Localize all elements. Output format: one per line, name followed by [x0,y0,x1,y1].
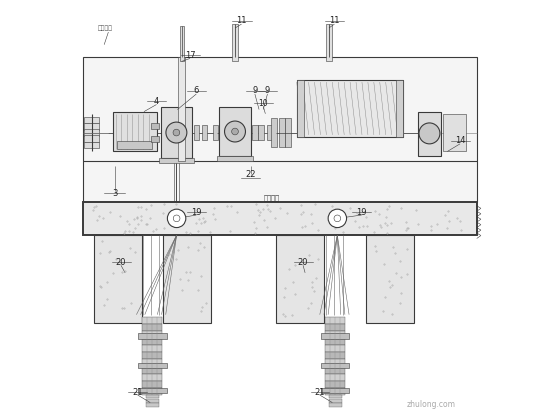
Bar [321,388,349,393]
Bar [94,235,142,323]
Bar [152,136,159,142]
Bar [138,363,166,368]
Text: 22: 22 [245,170,256,179]
Bar [325,352,346,360]
Bar [325,381,346,388]
Circle shape [328,209,347,228]
Bar [84,136,99,142]
Text: 工作高程: 工作高程 [264,194,279,201]
Bar [146,395,158,399]
Bar [396,80,404,137]
Bar [84,142,99,148]
Bar [258,125,264,140]
Circle shape [166,122,187,143]
Bar [325,345,346,352]
Circle shape [225,121,245,142]
Bar [325,324,346,331]
Text: 10: 10 [259,99,268,108]
Bar [232,24,238,61]
Bar [213,125,218,140]
Bar [321,363,349,368]
Bar [152,123,159,129]
Text: 19: 19 [356,207,367,217]
Bar [84,123,99,130]
Bar [325,360,346,367]
Bar [297,80,404,137]
Bar [325,388,346,395]
Bar [326,24,332,61]
Bar [83,202,477,235]
Bar [220,108,251,155]
Bar [178,57,185,161]
Text: 4: 4 [154,97,159,106]
Bar [444,114,466,151]
Bar [142,345,162,352]
Bar [142,388,162,395]
Text: 14: 14 [455,136,465,145]
Bar [138,388,166,393]
Bar [113,112,156,151]
Bar [194,125,199,140]
Bar [329,395,342,399]
Text: 20: 20 [298,258,308,267]
Text: 11: 11 [236,16,247,25]
Bar [321,333,349,339]
Text: 21: 21 [315,388,325,396]
Bar [325,338,346,345]
Bar [252,125,258,140]
Bar [142,352,162,360]
Bar [142,360,162,367]
Text: 21: 21 [132,388,143,396]
Bar [116,141,152,149]
Bar [83,57,477,202]
Bar [325,317,346,324]
Text: 17: 17 [185,51,195,60]
Bar [142,317,162,324]
Text: 3: 3 [112,189,118,198]
Bar [142,374,162,381]
Bar [142,331,162,338]
Bar [180,26,184,61]
Text: 6: 6 [194,86,199,95]
Bar [142,367,162,374]
Circle shape [232,128,239,135]
Bar [84,117,99,123]
Bar [325,374,346,381]
Bar [297,80,304,137]
Bar [366,235,414,323]
Text: 9: 9 [265,86,270,95]
Bar [142,381,162,388]
Bar [138,333,166,339]
Bar [158,158,194,163]
Bar [325,367,346,374]
Bar [325,331,346,338]
Bar [161,108,192,158]
Bar [84,129,99,136]
Text: 9: 9 [252,86,258,95]
Bar [286,118,291,147]
Bar [279,118,285,147]
Text: 11: 11 [329,16,340,25]
Bar [202,125,207,140]
Text: 19: 19 [191,207,202,217]
Bar [276,235,324,323]
Bar [146,399,158,402]
Bar [142,324,162,331]
Bar [329,403,342,407]
Bar [163,235,211,323]
Text: zhulong.com: zhulong.com [406,400,455,409]
Bar [267,125,273,140]
Circle shape [173,129,180,136]
Bar [146,403,158,407]
Bar [329,399,342,402]
Bar [418,112,441,155]
Circle shape [419,123,440,144]
Circle shape [167,209,186,228]
Text: 捌段纵桂: 捌段纵桂 [98,25,113,31]
Bar [142,338,162,345]
Text: 20: 20 [116,258,126,267]
Bar [217,155,253,160]
Bar [271,118,277,147]
